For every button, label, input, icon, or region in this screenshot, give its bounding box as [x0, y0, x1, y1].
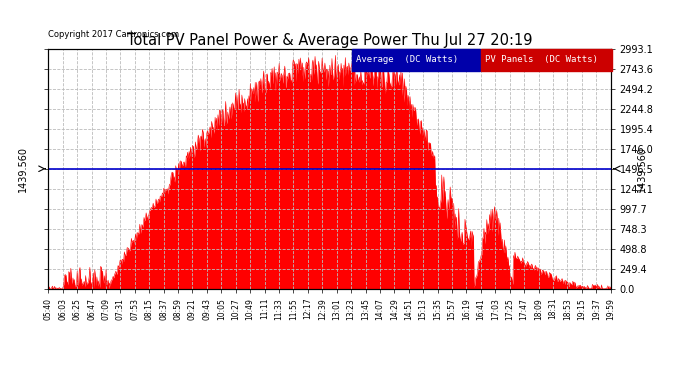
Text: Copyright 2017 Cartronics.com: Copyright 2017 Cartronics.com [48, 30, 179, 39]
Text: PV Panels  (DC Watts): PV Panels (DC Watts) [485, 56, 598, 64]
Text: 1439.560: 1439.560 [18, 146, 28, 192]
Text: Average  (DC Watts): Average (DC Watts) [356, 56, 458, 64]
Text: 1439.560: 1439.560 [637, 146, 647, 192]
Title: Total PV Panel Power & Average Power Thu Jul 27 20:19: Total PV Panel Power & Average Power Thu… [127, 33, 532, 48]
